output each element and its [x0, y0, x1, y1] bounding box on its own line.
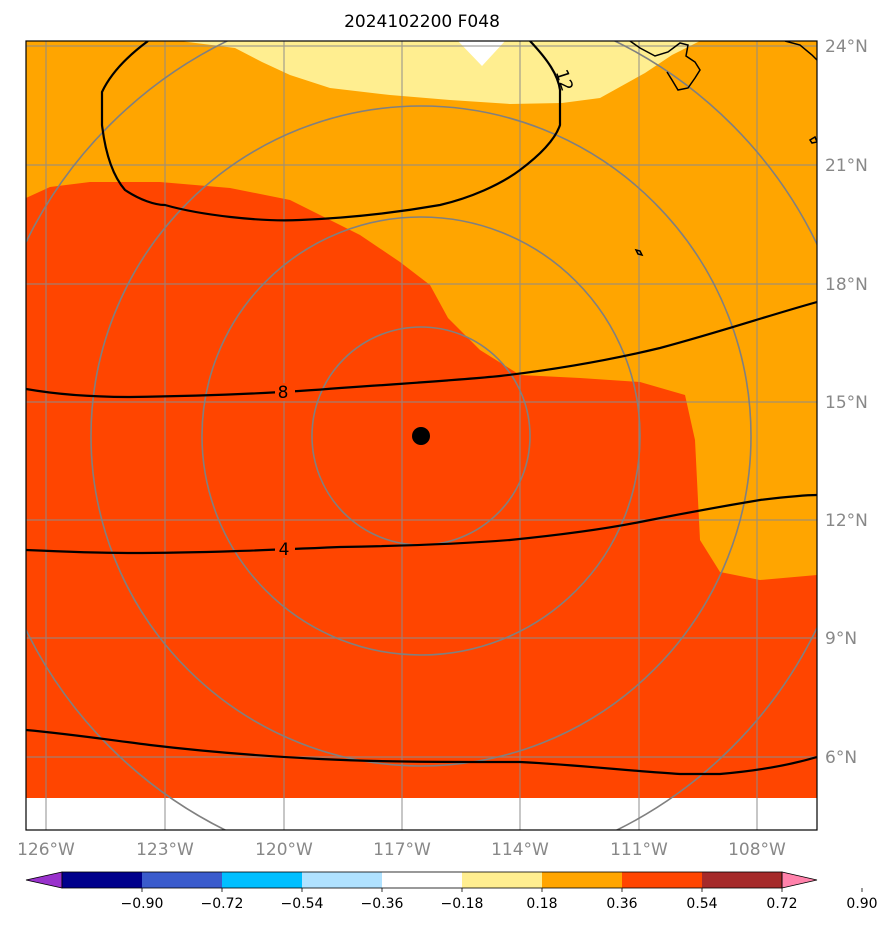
colorbar-segment: [542, 872, 623, 888]
range-ring-2: [201, 216, 641, 656]
lon-label-123w: 123°W: [136, 840, 194, 860]
lat-label-18n: 18°N: [825, 275, 868, 295]
lat-label-24n: 24°N: [825, 37, 868, 57]
colorbar-segment: [142, 872, 223, 888]
colorbar-extend-high: [781, 871, 818, 889]
lon-label-114w: 114°W: [491, 840, 549, 860]
plot-frame: [25, 40, 818, 831]
latitude-labels: 6°N 9°N 12°N 15°N 18°N 21°N 24°N: [825, 37, 868, 768]
colorbar-tick-label: −0.90: [121, 896, 164, 912]
colorbar-tick-label: −0.36: [361, 896, 404, 912]
lat-label-21n: 21°N: [825, 156, 868, 176]
lon-label-108w: 108°W: [728, 840, 786, 860]
colorbar-tick-label: 0.90: [846, 896, 877, 912]
contour-8: [26, 300, 817, 399]
island-2: [634, 248, 644, 257]
colorbar-segment: [462, 872, 543, 888]
colorbar-segment: [702, 872, 783, 888]
figure-title: 2024102200 F048: [344, 12, 500, 32]
graticule: [26, 41, 817, 830]
colorbar-segment: [382, 872, 463, 888]
no-data-band: [26, 798, 817, 830]
contour-12: [100, 41, 562, 222]
field-low: [180, 41, 700, 104]
colorbar-tick-label: 0.72: [766, 896, 797, 912]
colorbar-tick-label: −0.72: [201, 896, 244, 912]
contour-0: [26, 728, 817, 776]
colorbar-frame: [61, 871, 783, 889]
lat-label-12n: 12°N: [825, 511, 868, 531]
lon-label-117w: 117°W: [373, 840, 431, 860]
colorbar-tick-label: 0.18: [526, 896, 557, 912]
colorbar-segment: [302, 872, 383, 888]
island-1: [808, 135, 817, 144]
colorbar-tick-label: 0.54: [686, 896, 717, 912]
coastline-mainland: [784, 41, 817, 61]
colorbar-tick-label: −0.54: [281, 896, 324, 912]
contour-label-4: 4: [279, 540, 290, 560]
colorbar-segment: [222, 872, 303, 888]
coastline-baja: [629, 41, 701, 91]
contour-label-8: 8: [278, 383, 289, 403]
field-zero: [458, 41, 505, 66]
coastline: [629, 41, 817, 257]
lat-label-15n: 15°N: [825, 393, 868, 413]
lon-label-126w: 126°W: [17, 840, 75, 860]
colorbar: −0.90 −0.72 −0.54 −0.36 −0.18 0.18 0.36 0.54 0.7…: [25, 871, 878, 912]
colorbar-extend-low: [25, 871, 63, 889]
lat-label-9n: 9°N: [825, 629, 857, 649]
colorbar-tick-label: −0.18: [441, 896, 484, 912]
field-mid: [26, 41, 817, 580]
lat-label-6n: 6°N: [825, 748, 857, 768]
contour-lines: [26, 41, 817, 776]
contour-label-bg-8: [275, 383, 295, 401]
lon-label-120w: 120°W: [255, 840, 313, 860]
colorbar-segment: [622, 872, 703, 888]
colorbar-tick-label: 0.36: [606, 896, 637, 912]
map-plot-area: 8 4 12: [26, 41, 817, 830]
colorbar-segment: [62, 872, 143, 888]
range-ring-3: [90, 105, 752, 767]
storm-center-marker: [412, 427, 430, 445]
lon-label-111w: 111°W: [610, 840, 668, 860]
contour-4: [26, 493, 817, 555]
contour-label-bg-4: [275, 540, 295, 558]
longitude-labels: 126°W 123°W 120°W 117°W 114°W 111°W 108°…: [17, 840, 786, 860]
